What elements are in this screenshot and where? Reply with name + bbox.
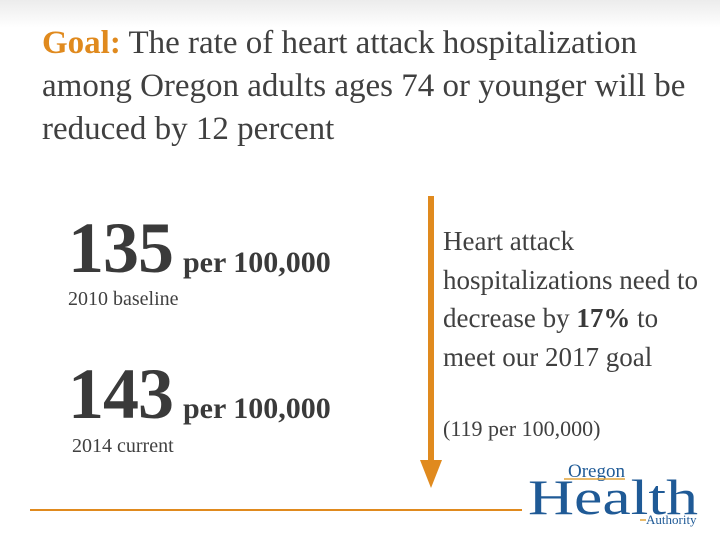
- decrease-text-after: to meet our 2017 goal: [443, 303, 659, 372]
- current-unit: per 100,000: [183, 392, 331, 425]
- bottom-divider: [30, 509, 522, 511]
- goal-rate-note: (119 per 100,000): [443, 416, 601, 441]
- baseline-value: 135: [68, 208, 174, 288]
- current-caption: 2014 current: [72, 435, 174, 457]
- down-arrow-icon: [420, 196, 442, 488]
- goal-label: Goal:: [42, 25, 121, 61]
- current-stat: 143 per 100,000: [68, 358, 331, 430]
- baseline-stat: 135 per 100,000: [68, 212, 331, 284]
- page-title: Goal: The rate of heart attack hospitali…: [42, 22, 692, 151]
- decrease-text-before: Heart attack hospitalizations need to de…: [443, 226, 698, 333]
- baseline-caption: 2010 baseline: [68, 288, 179, 310]
- logo-health-text: Health: [528, 469, 698, 525]
- logo-authority-text: Authority: [646, 512, 697, 527]
- decrease-percent: 17%: [576, 303, 631, 333]
- oregon-health-authority-logo: Oregon Health Authority: [528, 461, 698, 527]
- goal-text: The rate of heart attack hospitalization…: [42, 25, 686, 147]
- top-band: [0, 0, 720, 28]
- current-value: 143: [68, 354, 174, 434]
- decrease-statement: Heart attack hospitalizations need to de…: [443, 222, 713, 376]
- baseline-unit: per 100,000: [183, 246, 331, 279]
- logo-oregon-text: Oregon: [568, 461, 625, 482]
